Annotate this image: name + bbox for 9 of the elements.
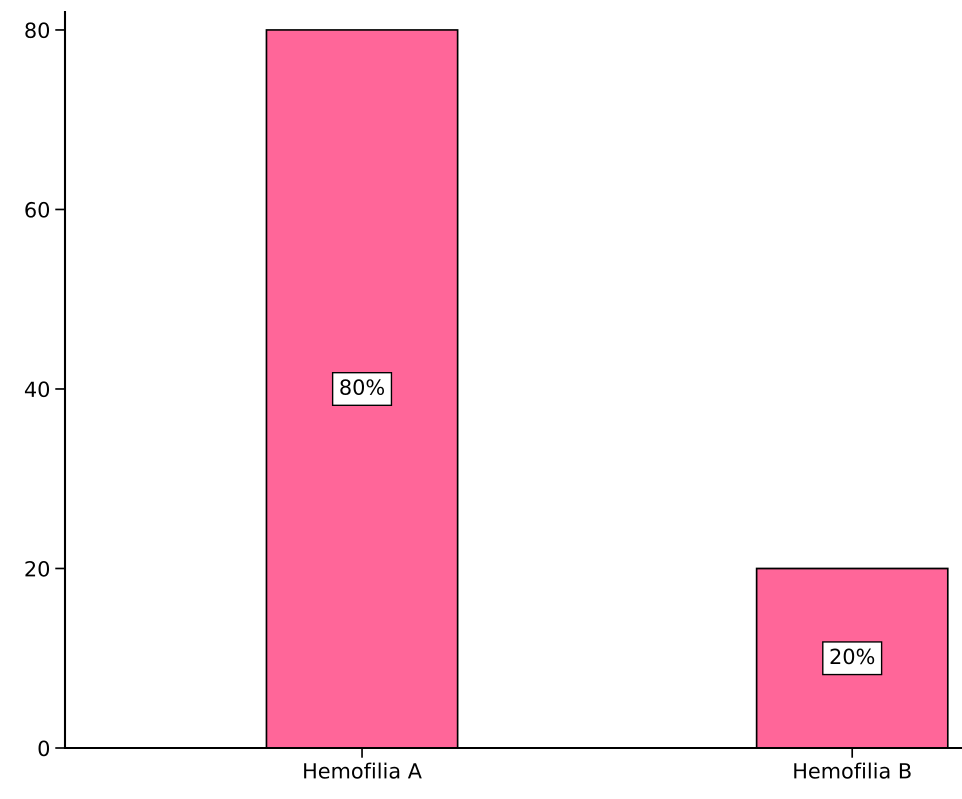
x-tick-label: Hemofilia A	[304, 762, 422, 779]
y-tick-label: 80	[25, 22, 50, 38]
data-label: 20%	[830, 648, 874, 664]
y-tick-label: 20	[25, 560, 50, 577]
y-tick-label: 0	[38, 740, 50, 756]
x-tick-label: Hemofilia B	[794, 762, 911, 779]
y-tick-label: 60	[25, 202, 50, 218]
y-tick-label: 40	[24, 381, 50, 398]
data-label: 80%	[340, 379, 384, 396]
